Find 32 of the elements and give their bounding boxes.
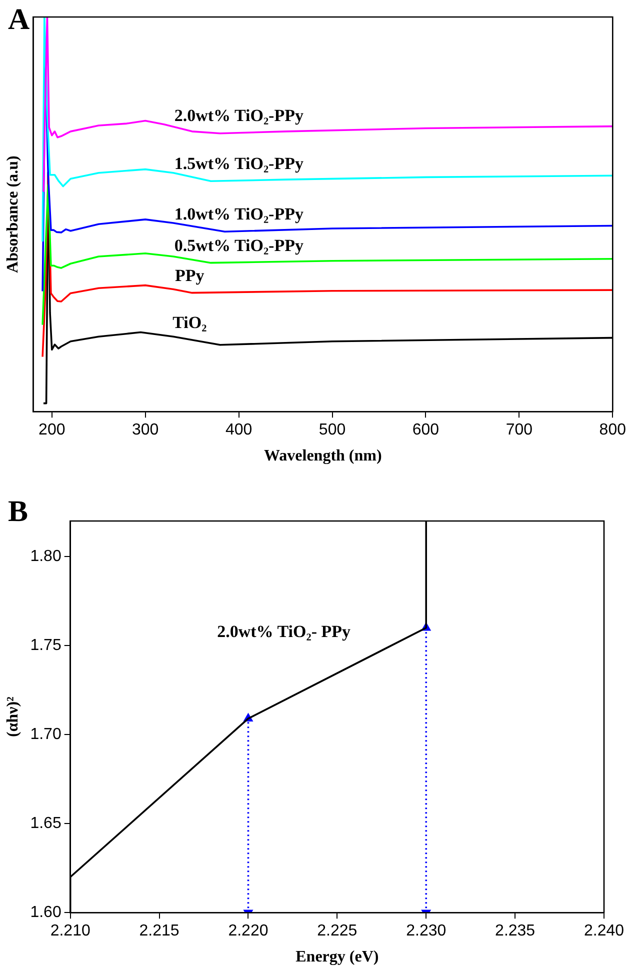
x-tick-label: 500 (318, 422, 346, 439)
x-axis-title: Energy (eV) (296, 948, 379, 966)
series-label: 2.0wt% TiO₂-PPy (174, 106, 304, 126)
x-tick-label: 2.225 (317, 922, 358, 940)
series-label: PPy (175, 266, 205, 285)
x-tick-label: 2.240 (584, 922, 624, 940)
x-tick-label: 300 (132, 422, 159, 439)
y-axis-title: Absorbance (a.u) (4, 156, 22, 273)
y-tick-label: 1.65 (30, 815, 62, 832)
chart-title: B (8, 494, 28, 528)
y-tick-label: 1.75 (30, 637, 62, 654)
x-tick-label: 2.220 (228, 922, 268, 940)
series-label: 0.5wt% TiO₂-PPy (174, 236, 304, 255)
chart-title: A (8, 2, 30, 36)
y-tick-label: 1.80 (30, 548, 62, 566)
y-axis-title: (αhν)² (4, 696, 22, 738)
series-label: TiO₂ (172, 312, 207, 332)
series-label: 2.0wt% TiO₂- PPy (217, 622, 351, 641)
x-tick-label: 2.235 (495, 922, 536, 940)
x-tick-label: 2.230 (406, 922, 446, 940)
x-tick-label: 600 (412, 422, 440, 439)
x-tick-label: 2.215 (139, 922, 180, 940)
x-tick-label: 400 (225, 422, 252, 439)
x-axis-title: Wavelength (nm) (264, 448, 382, 465)
x-tick-label: 800 (599, 422, 626, 439)
series-label: 1.0wt% TiO₂-PPy (174, 204, 304, 224)
y-tick-label: 1.70 (30, 726, 62, 744)
y-tick-label: 1.60 (30, 904, 62, 922)
x-tick-label: 2.210 (50, 922, 90, 940)
x-tick-label: 200 (38, 422, 66, 439)
x-tick-label: 700 (506, 422, 533, 439)
series-label: 1.5wt% TiO₂-PPy (174, 154, 304, 173)
